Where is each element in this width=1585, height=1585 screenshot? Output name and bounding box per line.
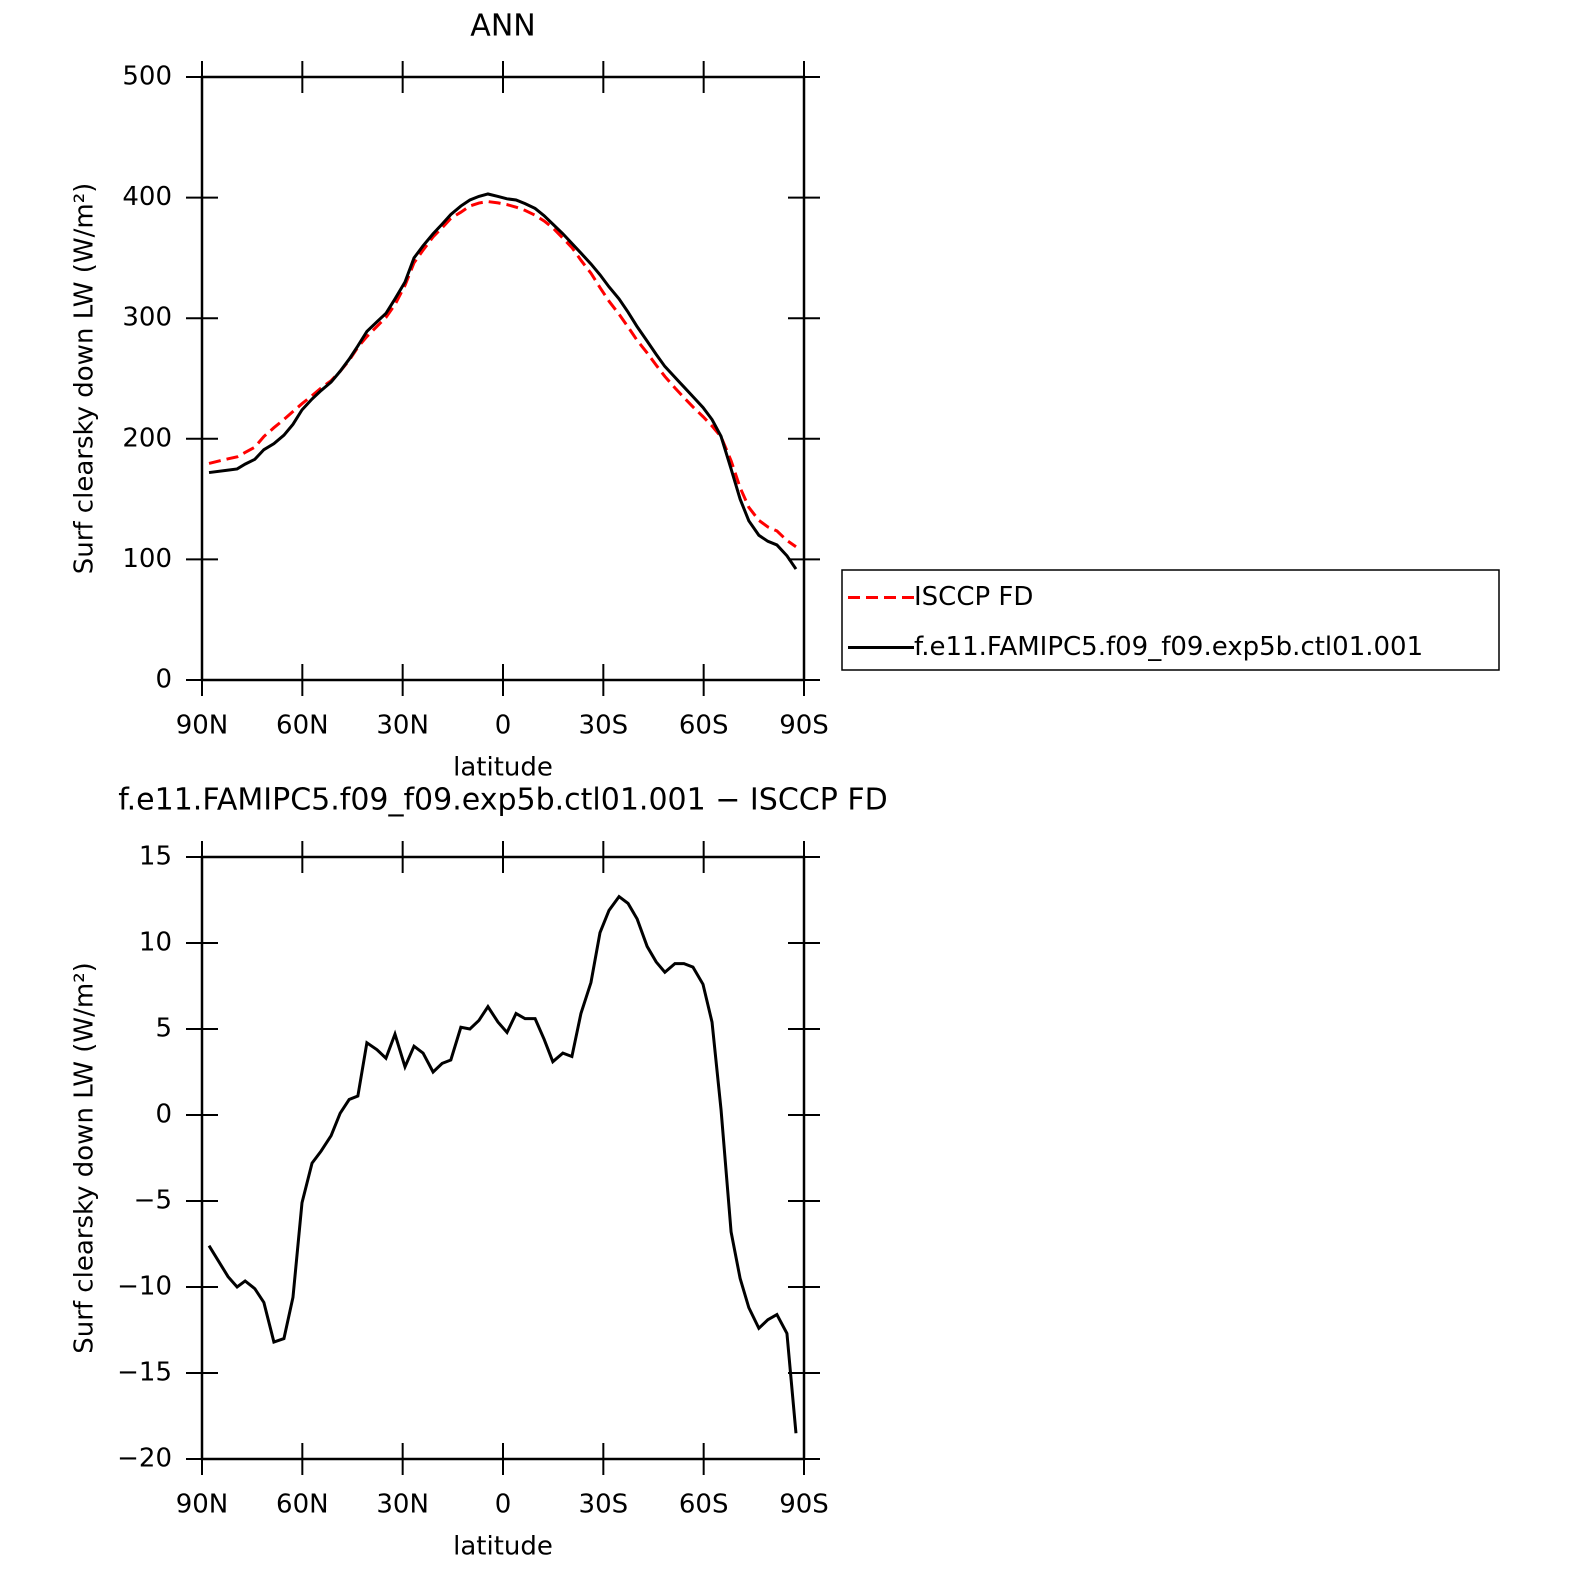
x-tick-label: 0	[495, 1490, 512, 1520]
y-tick-label: 15	[139, 842, 172, 872]
x-tick-label: 60S	[679, 711, 729, 741]
chart-title: f.e11.FAMIPC5.f09_f09.exp5b.ctl01.001 − …	[118, 783, 887, 818]
y-tick-label: 200	[122, 423, 172, 453]
x-tick-label: 90N	[176, 711, 229, 741]
chart-title: ANN	[470, 9, 535, 44]
y-tick-label: 300	[122, 303, 172, 333]
x-tick-label: 30S	[579, 1490, 629, 1520]
x-tick-label: 30S	[579, 711, 629, 741]
y-tick-label: 10	[139, 928, 172, 958]
legend-label: f.e11.FAMIPC5.f09_f09.exp5b.ctl01.001	[914, 632, 1423, 662]
x-tick-label: 90S	[779, 711, 829, 741]
y-tick-label: 0	[155, 665, 172, 695]
x-axis-label: latitude	[453, 1532, 553, 1562]
x-tick-label: 90N	[176, 1490, 229, 1520]
x-tick-label: 60N	[276, 1490, 329, 1520]
x-tick-label: 0	[495, 711, 512, 741]
y-tick-label: 100	[122, 544, 172, 574]
data-line	[208, 200, 797, 548]
x-axis-label: latitude	[453, 753, 553, 783]
data-line	[208, 192, 798, 570]
plot-frame	[200, 75, 806, 682]
y-tick-label: −15	[117, 1358, 172, 1388]
y-tick-label: 0	[155, 1100, 172, 1130]
y-tick-label: 400	[122, 182, 172, 212]
data-line	[207, 894, 798, 1434]
legend-box	[841, 569, 1500, 671]
y-tick-label: 500	[122, 62, 172, 92]
x-tick-label: 90S	[779, 1490, 829, 1520]
y-axis-label: Surf clearsky down LW (W/m²)	[70, 962, 100, 1354]
y-tick-label: −10	[117, 1272, 172, 1302]
x-tick-label: 60N	[276, 711, 329, 741]
y-tick-label: −5	[134, 1186, 172, 1216]
plot-frame	[200, 855, 806, 1461]
y-tick-label: −20	[117, 1444, 172, 1474]
x-tick-label: 30N	[376, 711, 429, 741]
x-tick-label: 60S	[679, 1490, 729, 1520]
x-tick-label: 30N	[376, 1490, 429, 1520]
y-axis-label: Surf clearsky down LW (W/m²)	[70, 183, 100, 575]
y-tick-label: 5	[155, 1014, 172, 1044]
legend-label: ISCCP FD	[914, 582, 1033, 612]
